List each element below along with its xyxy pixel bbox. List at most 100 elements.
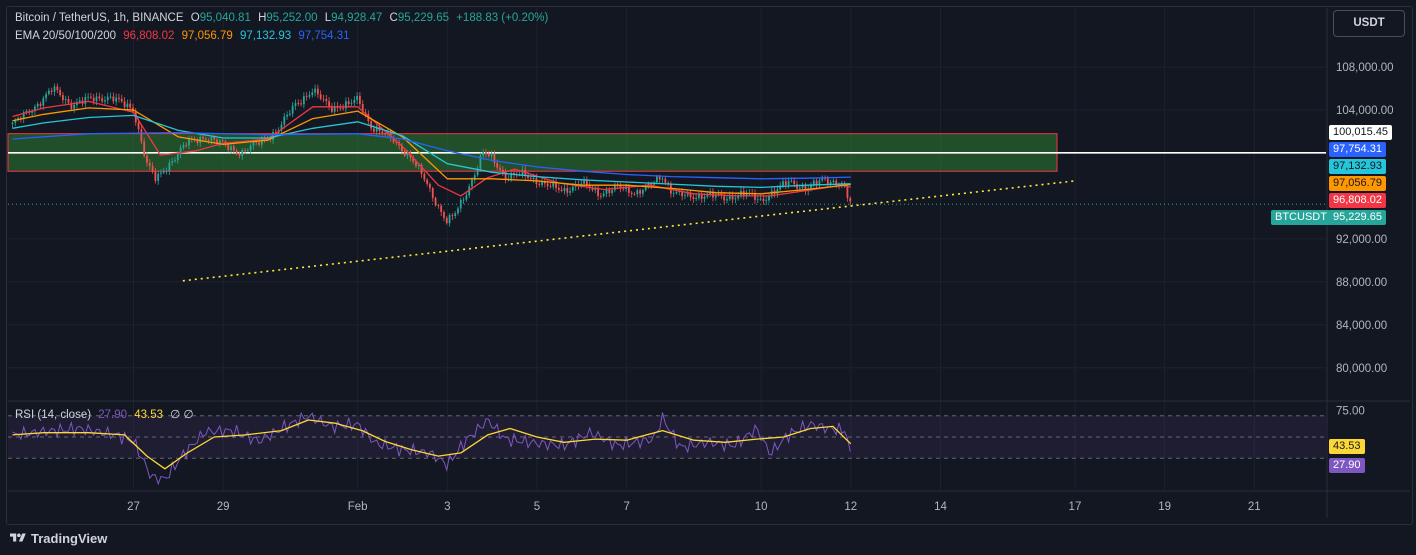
axes: 80,000.00 84,000.00 88,000.00 92,000.00 104,…	[127, 62, 1393, 513]
candle	[423, 172, 426, 183]
candle-body	[311, 92, 314, 96]
candle-body	[812, 180, 815, 186]
candle	[437, 203, 440, 209]
candle	[501, 166, 504, 177]
candle	[684, 192, 686, 200]
candle-body	[33, 106, 36, 112]
candle-body	[700, 193, 703, 199]
candle	[642, 188, 644, 197]
candle	[401, 142, 403, 155]
candle	[476, 165, 479, 177]
candle-body	[627, 186, 630, 193]
time-tick-label: 21	[1248, 501, 1261, 513]
candle-body	[731, 195, 734, 200]
candle-body	[120, 98, 123, 102]
tradingview-brand[interactable]: TradingView	[10, 528, 107, 548]
candle-body	[681, 190, 684, 197]
time-tick-label: 14	[934, 501, 947, 513]
candle-body	[59, 90, 62, 96]
candle	[493, 150, 496, 167]
candle-body	[622, 188, 625, 190]
candle-body	[373, 128, 375, 132]
candle-body	[322, 98, 325, 100]
candle	[846, 184, 849, 202]
candle-body	[821, 178, 824, 181]
candle-body	[328, 101, 330, 107]
candle-body	[770, 190, 773, 197]
candle-body	[339, 107, 342, 109]
candle	[602, 190, 605, 198]
candle-body	[532, 177, 535, 180]
candle	[182, 142, 185, 151]
price-tick-label: 92,000.00	[1336, 234, 1387, 246]
candle-body	[255, 141, 258, 143]
rsi-ma-price-tag: 43.53	[1329, 439, 1365, 454]
candle-body	[529, 178, 532, 180]
ema20-line	[12, 100, 851, 197]
candle-body	[423, 173, 426, 180]
ema200-line	[12, 131, 851, 180]
candle-body	[207, 140, 210, 141]
candle	[661, 176, 664, 184]
candle-body	[454, 213, 457, 216]
candle-body	[684, 195, 686, 197]
candle-body	[658, 176, 661, 180]
rsi-title[interactable]: RSI (14, close)	[15, 409, 92, 421]
candle-body	[129, 103, 132, 108]
candle	[185, 142, 188, 148]
candle	[630, 190, 633, 198]
candle-body	[642, 190, 644, 194]
symbol-price-tag[interactable]: BTCUSDT	[1271, 210, 1331, 225]
candle	[698, 190, 700, 201]
ema-title[interactable]: EMA 20/50/100/200	[15, 30, 117, 42]
candle-body	[45, 94, 48, 99]
candle-body	[560, 189, 563, 191]
candle	[328, 97, 330, 111]
candle-body	[412, 157, 415, 162]
time-tick-label: 17	[1069, 501, 1082, 513]
candle	[302, 92, 305, 109]
candle-body	[796, 184, 798, 189]
candle	[148, 158, 151, 170]
candle-body	[70, 102, 73, 109]
candle-body	[415, 161, 417, 166]
currency-unit-button[interactable]: USDT	[1333, 10, 1405, 37]
candle	[594, 184, 597, 194]
price-tick-label: 108,000.00	[1336, 62, 1394, 74]
candle	[434, 196, 437, 207]
candle-body	[815, 180, 818, 185]
candle	[849, 196, 852, 206]
candle	[490, 150, 493, 160]
candle-body	[462, 199, 465, 201]
candle-body	[381, 131, 384, 134]
candle-body	[22, 112, 25, 120]
candle-body	[302, 96, 305, 105]
candle	[146, 151, 148, 167]
candle	[804, 182, 807, 195]
price-tick-label: 104,000.00	[1336, 105, 1394, 117]
candle-body	[165, 170, 168, 172]
candle-body	[566, 188, 569, 193]
open-value: 95,040.81	[199, 12, 251, 24]
candle-body	[510, 173, 513, 179]
candle-body	[50, 90, 53, 92]
candle-body	[73, 104, 76, 109]
candle-body	[17, 117, 19, 120]
candle-body	[588, 184, 591, 188]
candle	[311, 88, 314, 98]
candle-body	[675, 191, 678, 194]
candle-body	[633, 193, 636, 195]
candle	[120, 94, 123, 103]
rsi-tick-label: 75.00	[1336, 405, 1365, 417]
candle-body	[42, 98, 45, 106]
candle-body	[549, 186, 552, 187]
candle-body	[157, 173, 160, 181]
candle	[689, 190, 692, 201]
symbol-title[interactable]: Bitcoin / TetherUS, 1h, BINANCE	[15, 12, 184, 24]
candle-body	[291, 105, 294, 114]
candle-body	[723, 195, 726, 201]
candle	[353, 96, 356, 106]
candle-body	[112, 96, 115, 102]
candle	[59, 86, 62, 97]
